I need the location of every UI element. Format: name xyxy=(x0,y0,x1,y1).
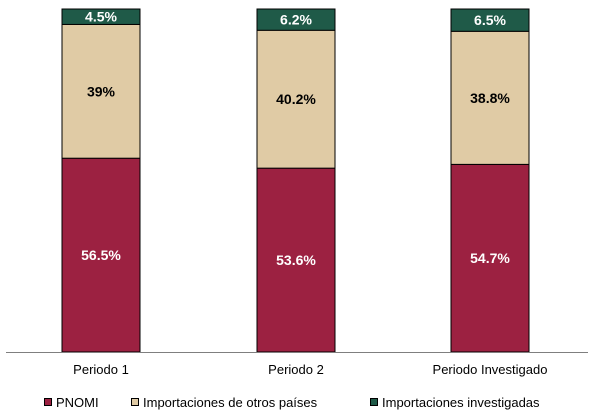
value-label-pnomi-periodo-1: 56.5% xyxy=(81,247,121,263)
legend-label-importaciones-otros: Importaciones de otros países xyxy=(143,394,318,410)
value-label-importaciones-investigadas-periodo-1: 4.5% xyxy=(85,9,117,25)
category-label-periodo-investigado: Periodo Investigado xyxy=(433,362,548,377)
legend-item-importaciones-otros: Importaciones de otros países xyxy=(131,395,317,410)
value-label-importaciones-investigadas-periodo-investigado: 6.5% xyxy=(474,12,506,28)
legend-swatch-importaciones-investigadas xyxy=(370,398,378,406)
legend-swatch-importaciones-otros xyxy=(131,398,139,406)
legend-swatch-pnomi xyxy=(44,398,52,406)
category-labels-group: Periodo 1 Periodo 2 Periodo Investigado xyxy=(73,362,547,377)
category-label-periodo-2: Periodo 2 xyxy=(268,362,324,377)
value-label-importaciones-de-otros-paises-periodo-investigado: 38.8% xyxy=(470,90,510,106)
category-label-periodo-1: Periodo 1 xyxy=(73,362,129,377)
bar-pnomi-periodo-2 xyxy=(256,167,336,353)
bar-importaciones-investigadas-periodo-2 xyxy=(256,8,336,31)
bar-importaciones-investigadas-periodo-investigado xyxy=(450,8,530,32)
bar-pnomi-periodo-1 xyxy=(61,157,141,353)
value-label-pnomi-periodo-investigado: 54.7% xyxy=(470,250,510,266)
legend: PNOMI Importaciones de otros países Impo… xyxy=(0,392,593,412)
legend-item-importaciones-investigadas: Importaciones investigadas xyxy=(370,395,540,410)
value-label-importaciones-de-otros-paises-periodo-1: 39% xyxy=(87,83,116,99)
value-labels-group: 56.5% 39% 4.5% 53.6% 40.2% 6.2% 54.7% 38.8% 6.5% xyxy=(81,9,510,268)
bar-importaciones-de-otros-paises-periodo-investigado xyxy=(450,30,530,165)
bar-importaciones-investigadas-periodo-1 xyxy=(61,8,141,25)
bar-importaciones-de-otros-paises-periodo-2 xyxy=(256,29,336,169)
stacked-bar-chart: 56.5% 39% 4.5% 53.6% 40.2% 6.2% 54.7% 38.8% 6.5%… xyxy=(6,8,588,377)
legend-label-importaciones-investigadas: Importaciones investigadas xyxy=(382,394,540,410)
bar-pnomi-periodo-investigado xyxy=(450,163,530,353)
legend-label-pnomi: PNOMI xyxy=(56,394,99,410)
value-label-importaciones-investigadas-periodo-2: 6.2% xyxy=(280,12,312,28)
bars-group xyxy=(61,8,530,353)
value-label-importaciones-de-otros-paises-periodo-2: 40.2% xyxy=(276,91,316,107)
bar-importaciones-de-otros-paises-periodo-1 xyxy=(61,23,141,159)
value-label-pnomi-periodo-2: 53.6% xyxy=(276,252,316,268)
legend-item-pnomi: PNOMI xyxy=(44,395,99,410)
